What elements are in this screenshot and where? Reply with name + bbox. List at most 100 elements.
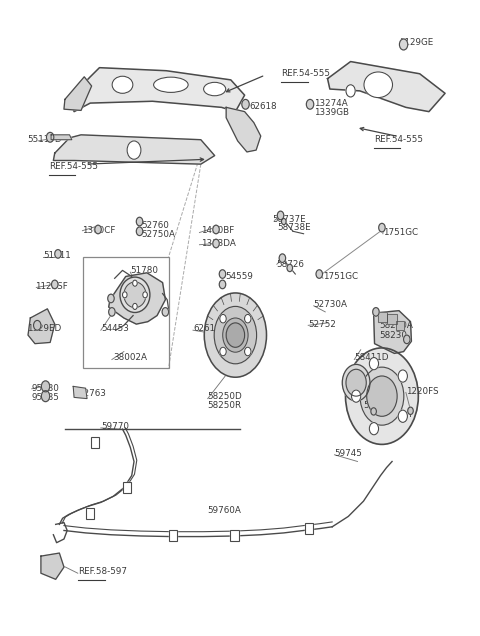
Bar	[123, 482, 131, 494]
Text: 1123SF: 1123SF	[35, 282, 68, 291]
Bar	[396, 321, 404, 330]
Circle shape	[220, 347, 226, 356]
Text: 58250R: 58250R	[208, 401, 242, 410]
Ellipse shape	[360, 367, 404, 425]
Circle shape	[242, 99, 249, 109]
Text: 59760A: 59760A	[208, 506, 241, 515]
Ellipse shape	[214, 307, 257, 364]
Circle shape	[371, 408, 376, 415]
Circle shape	[367, 376, 397, 417]
Text: 1129GE: 1129GE	[399, 38, 433, 46]
Bar	[169, 530, 177, 541]
Ellipse shape	[346, 348, 419, 445]
Circle shape	[136, 227, 143, 235]
Circle shape	[108, 308, 115, 316]
Text: REF.54-555: REF.54-555	[373, 135, 422, 144]
Polygon shape	[226, 107, 261, 152]
Circle shape	[213, 239, 219, 248]
Polygon shape	[51, 135, 72, 140]
Bar	[86, 508, 95, 519]
Text: 58737E: 58737E	[272, 214, 306, 224]
Circle shape	[143, 292, 147, 298]
Text: 52763: 52763	[78, 389, 106, 398]
Ellipse shape	[204, 293, 266, 377]
Polygon shape	[73, 387, 87, 399]
Text: 1751GC: 1751GC	[323, 272, 358, 281]
Ellipse shape	[342, 364, 370, 401]
Text: 1339GB: 1339GB	[314, 108, 349, 118]
Circle shape	[277, 211, 284, 219]
Polygon shape	[327, 62, 445, 112]
Circle shape	[281, 219, 286, 225]
Text: 52760: 52760	[141, 221, 169, 230]
Circle shape	[41, 381, 50, 392]
Circle shape	[287, 265, 292, 272]
Text: 51711: 51711	[43, 251, 71, 260]
Ellipse shape	[154, 77, 188, 92]
Text: 58250D: 58250D	[208, 392, 242, 401]
Text: 52752: 52752	[308, 320, 336, 329]
Circle shape	[404, 335, 410, 343]
Bar	[378, 312, 387, 322]
Bar	[396, 321, 404, 330]
Ellipse shape	[204, 82, 226, 96]
Ellipse shape	[120, 277, 150, 312]
Circle shape	[379, 223, 385, 232]
Text: 1751GC: 1751GC	[383, 228, 418, 237]
Text: 95680: 95680	[32, 384, 60, 393]
Text: 13274A: 13274A	[314, 99, 348, 107]
Text: 62617B: 62617B	[193, 324, 227, 333]
Text: 1430BF: 1430BF	[201, 226, 234, 235]
Text: 59770: 59770	[101, 422, 129, 431]
Circle shape	[306, 99, 314, 109]
Circle shape	[351, 390, 361, 402]
Text: 1313DA: 1313DA	[201, 239, 236, 248]
Text: 95685: 95685	[32, 394, 60, 403]
Circle shape	[398, 410, 408, 422]
Text: 58411D: 58411D	[354, 353, 389, 362]
Circle shape	[219, 270, 226, 279]
Circle shape	[132, 280, 137, 286]
Text: 52730A: 52730A	[314, 300, 348, 309]
Bar	[169, 530, 177, 541]
Bar	[91, 437, 99, 448]
Circle shape	[346, 370, 366, 396]
Circle shape	[399, 39, 408, 50]
Bar	[387, 314, 396, 324]
Text: REF.54-555: REF.54-555	[49, 162, 98, 171]
Polygon shape	[41, 553, 64, 579]
Bar	[305, 523, 313, 534]
Circle shape	[346, 85, 355, 97]
Circle shape	[226, 323, 245, 347]
Text: 58414: 58414	[363, 401, 391, 410]
Polygon shape	[70, 67, 245, 112]
Bar	[86, 508, 95, 519]
Bar	[305, 523, 313, 534]
Text: 52750A: 52750A	[141, 230, 175, 240]
Text: 54559: 54559	[225, 272, 253, 281]
Circle shape	[162, 308, 168, 316]
Text: 1129ED: 1129ED	[27, 324, 61, 333]
Text: 55117D: 55117D	[27, 135, 62, 144]
Text: 1220FS: 1220FS	[406, 387, 439, 396]
Circle shape	[279, 254, 286, 263]
Bar	[230, 530, 239, 541]
Polygon shape	[53, 135, 215, 164]
Circle shape	[219, 280, 226, 289]
Bar	[123, 482, 131, 494]
Ellipse shape	[124, 282, 146, 308]
Polygon shape	[373, 310, 411, 354]
Text: 58230: 58230	[379, 331, 407, 340]
Text: 58738E: 58738E	[277, 223, 311, 232]
Circle shape	[369, 357, 379, 370]
Polygon shape	[108, 273, 165, 324]
Circle shape	[55, 249, 61, 258]
Ellipse shape	[112, 76, 133, 93]
Circle shape	[136, 218, 143, 226]
Circle shape	[220, 314, 226, 323]
Ellipse shape	[223, 318, 248, 352]
Text: 38002A: 38002A	[113, 353, 147, 362]
Text: REF.58-597: REF.58-597	[78, 567, 127, 576]
Ellipse shape	[364, 72, 393, 97]
Circle shape	[122, 292, 127, 298]
